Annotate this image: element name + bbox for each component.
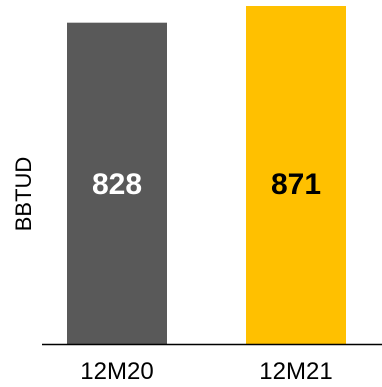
x-tick-label-12M21: 12M21: [259, 358, 332, 385]
bar-12M21: [246, 6, 346, 344]
data-labels-group: 828 871: [92, 168, 321, 201]
x-tick-labels-group: 12M20 12M21: [80, 358, 332, 385]
y-axis-title: BBTUD: [11, 157, 36, 232]
bar-12M20: [67, 22, 167, 345]
data-label-12M20: 828: [92, 168, 142, 201]
data-label-12M21: 871: [271, 168, 321, 201]
x-tick-label-12M20: 12M20: [80, 358, 153, 385]
bars-group: [67, 6, 346, 345]
